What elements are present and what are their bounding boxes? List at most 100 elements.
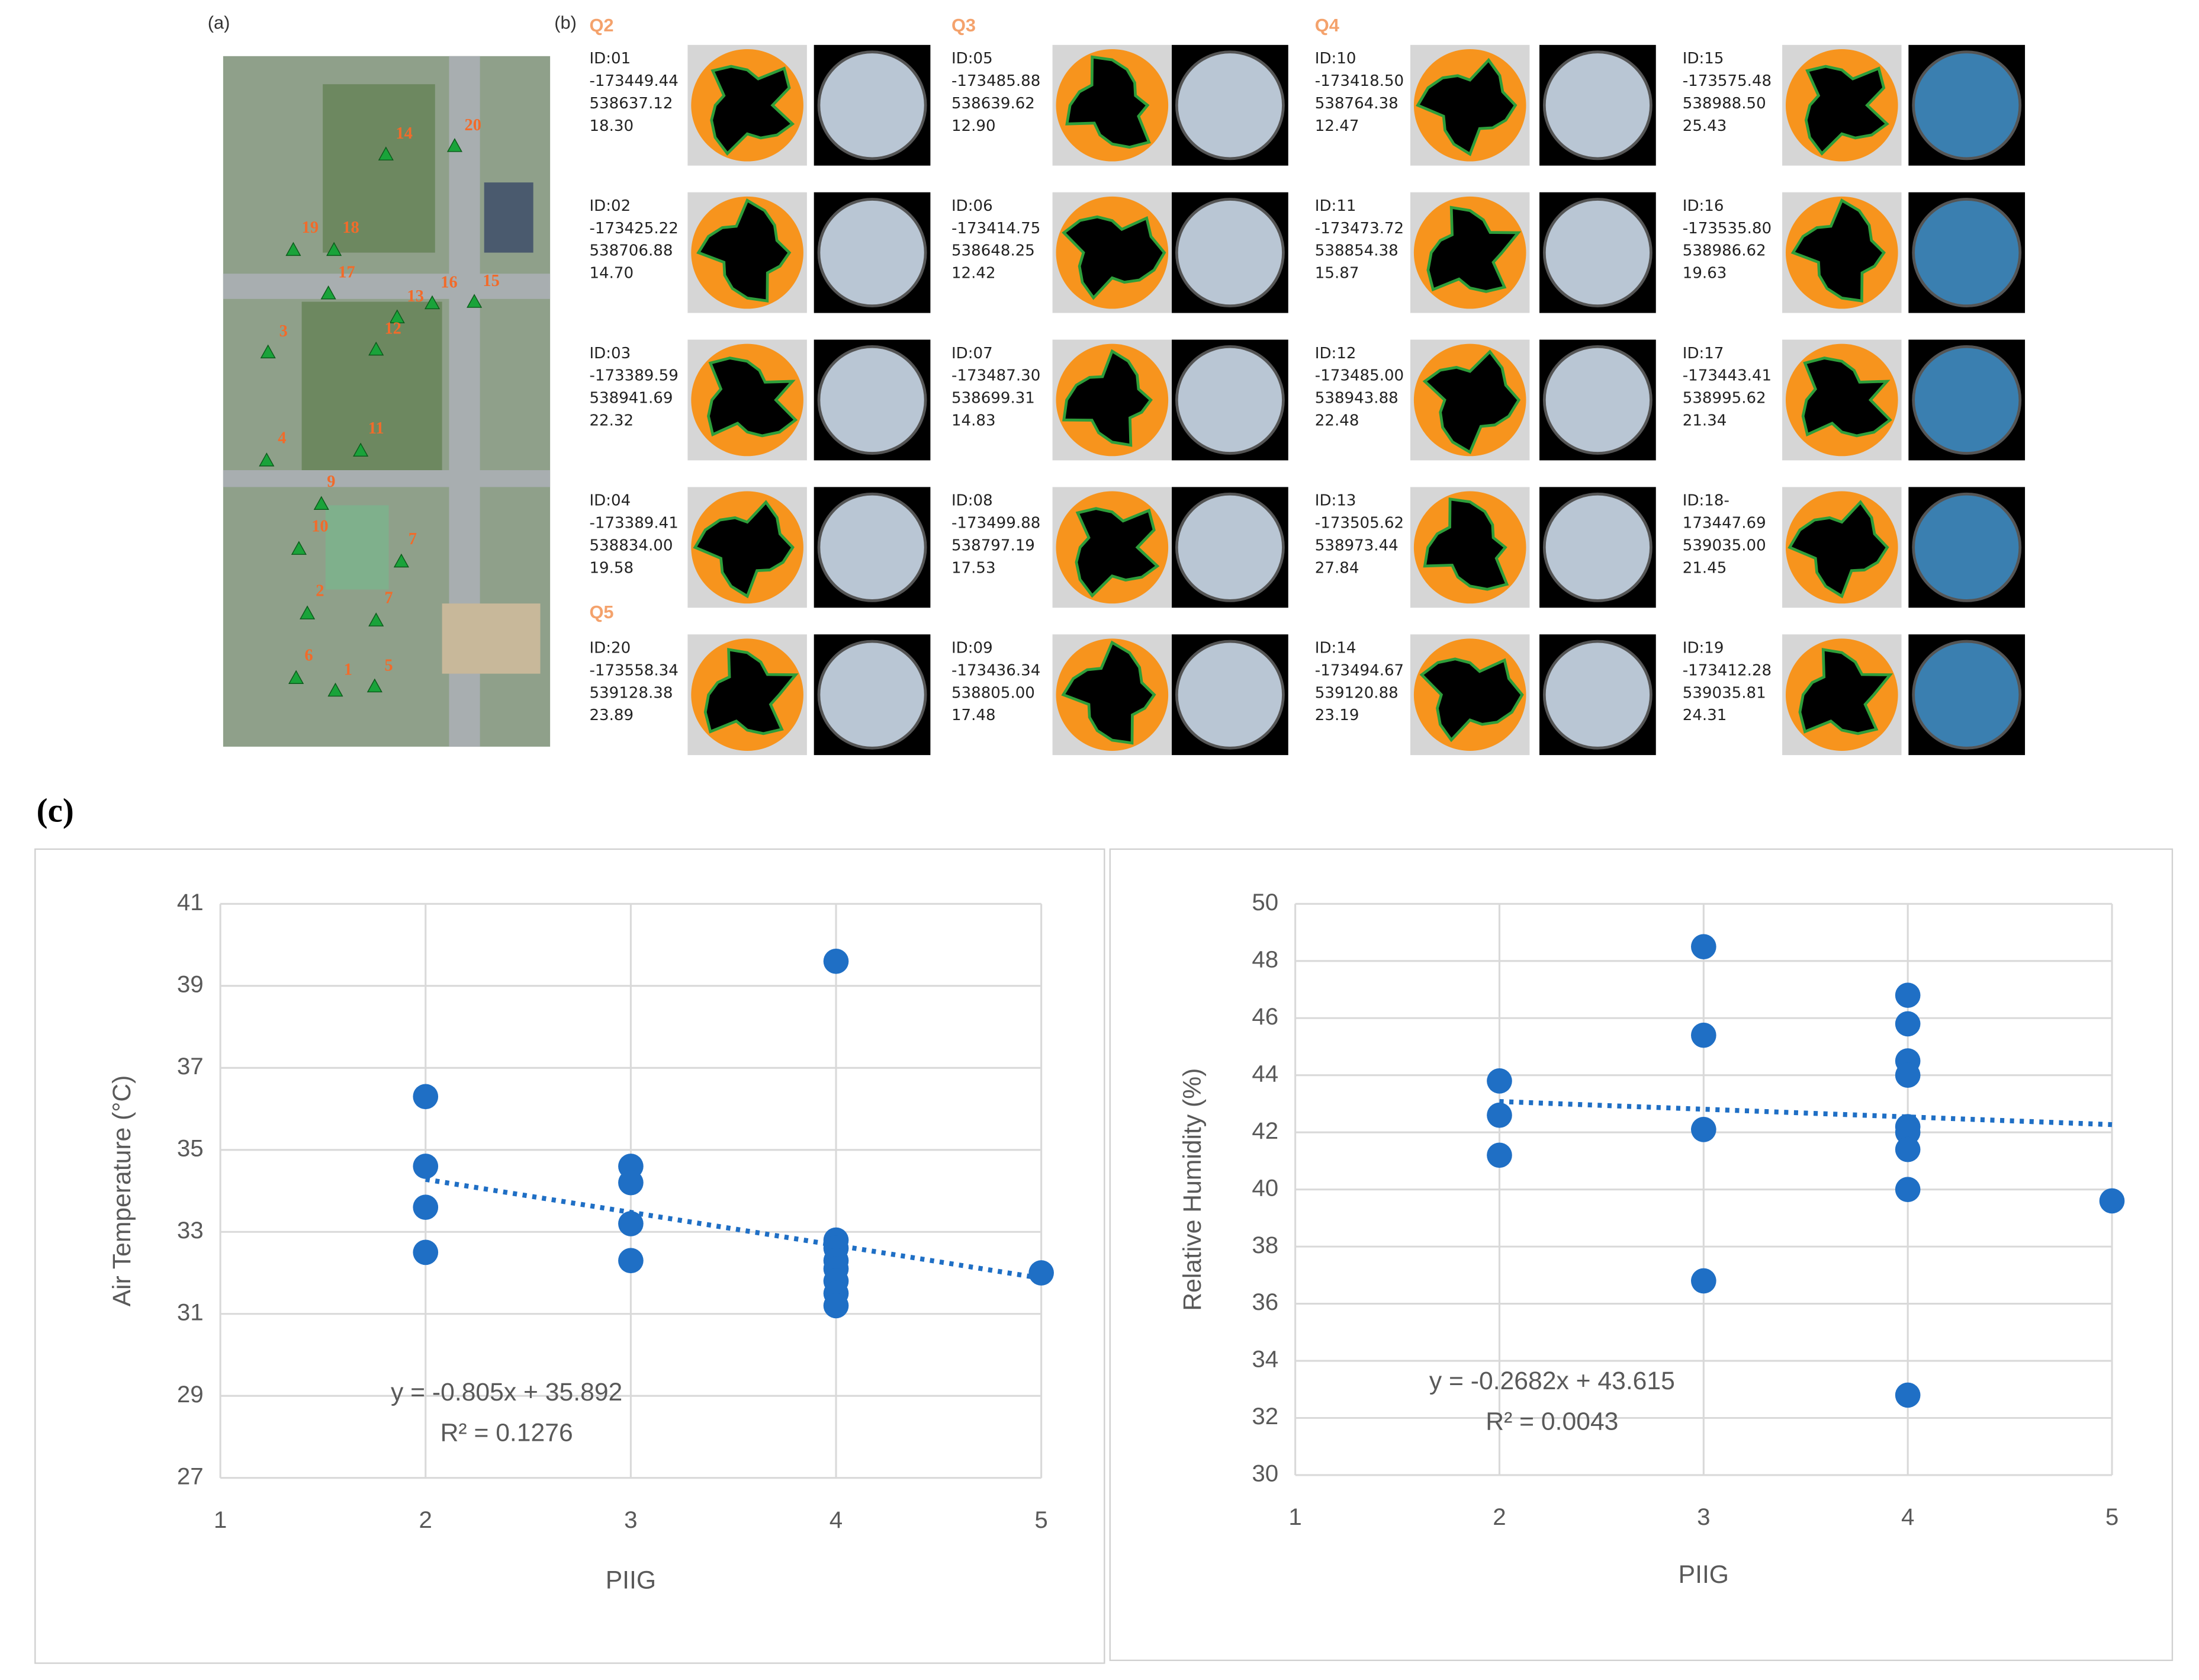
chart-frame xyxy=(34,848,1105,1664)
point xyxy=(1895,1011,1921,1037)
fisheye-sky xyxy=(1175,50,1285,160)
point xyxy=(823,948,849,974)
group-label: Q5 xyxy=(589,602,613,622)
x-tick-label: 5 xyxy=(1034,1506,1047,1533)
building xyxy=(442,603,541,674)
road xyxy=(223,274,551,299)
site-info: -173414.75 xyxy=(951,220,1040,237)
site-label: 6 xyxy=(304,647,313,665)
site-info: 539035.81 xyxy=(1683,684,1766,702)
site-info: -173449.44 xyxy=(589,72,678,90)
site-marker xyxy=(368,341,384,356)
site-info: ID:17 xyxy=(1683,345,1724,362)
obstruction xyxy=(707,356,798,438)
site-marker xyxy=(326,242,342,256)
point xyxy=(1895,1177,1921,1202)
site-label: 13 xyxy=(407,287,423,306)
point xyxy=(413,1084,439,1110)
fisheye-sky xyxy=(1542,492,1653,602)
site-label: 11 xyxy=(368,419,384,438)
site-info: 12.47 xyxy=(1315,117,1359,135)
site-info: 538834.00 xyxy=(589,537,673,554)
chart-frame xyxy=(1109,848,2174,1662)
site-label: 18 xyxy=(342,219,359,237)
site-info: 19.63 xyxy=(1683,265,1727,282)
site-info: ID:13 xyxy=(1315,492,1356,510)
site-info: 17.48 xyxy=(951,706,996,724)
site-info: -173575.48 xyxy=(1683,72,1772,90)
site-label: 16 xyxy=(441,273,457,291)
site-info: -173487.30 xyxy=(951,367,1040,385)
x-tick-label: 1 xyxy=(1288,1504,1301,1530)
point xyxy=(618,1248,644,1274)
y-tick-label: 37 xyxy=(177,1053,204,1080)
site-marker xyxy=(467,294,483,308)
site-info: 538943.88 xyxy=(1315,390,1399,407)
obstruction xyxy=(1788,500,1889,599)
site-info: -173494.67 xyxy=(1315,661,1404,679)
site-marker xyxy=(366,678,382,693)
site-info: 538986.62 xyxy=(1683,242,1766,260)
site-info: 173447.69 xyxy=(1683,515,1766,532)
point xyxy=(1895,1062,1921,1088)
site-label: 12 xyxy=(384,320,401,338)
site-label: 9 xyxy=(327,473,335,491)
site-marker xyxy=(291,541,307,555)
point xyxy=(1690,1022,1716,1048)
site-label: 10 xyxy=(311,518,328,536)
site-marker xyxy=(288,670,304,684)
fisheye-sky xyxy=(817,198,927,308)
x-tick-label: 3 xyxy=(624,1506,637,1533)
obstruction xyxy=(1075,507,1160,598)
site-info: 538797.19 xyxy=(951,537,1035,554)
obstruction xyxy=(1804,65,1889,156)
x-tick-label: 4 xyxy=(830,1506,843,1533)
x-axis-label: PIIG xyxy=(1679,1560,1729,1589)
site-info: ID:09 xyxy=(951,639,993,657)
site-info: 25.43 xyxy=(1683,117,1727,135)
obstruction xyxy=(1416,57,1518,156)
building xyxy=(484,182,533,253)
obstruction xyxy=(1062,349,1153,447)
site-info: 17.53 xyxy=(951,559,996,577)
site-info: 538764.38 xyxy=(1315,95,1399,113)
site-info: ID:11 xyxy=(1315,197,1356,215)
site-info: -173425.22 xyxy=(589,220,678,237)
site-info: 538805.00 xyxy=(951,684,1035,702)
site-info: 14.83 xyxy=(951,412,996,430)
obstruction xyxy=(1790,198,1886,303)
point xyxy=(1895,982,1921,1008)
site-info: ID:08 xyxy=(951,492,993,510)
site-info: 538648.25 xyxy=(951,242,1035,260)
obstruction xyxy=(1798,648,1893,735)
site-info: ID:07 xyxy=(951,345,993,362)
y-tick-label: 42 xyxy=(1252,1117,1278,1144)
trend-equation: y = -0.2682x + 43.615 xyxy=(1429,1367,1675,1395)
site-info: 538699.31 xyxy=(951,390,1035,407)
site-label: 7 xyxy=(409,530,417,548)
building xyxy=(325,505,389,590)
site-info: -173389.59 xyxy=(589,367,678,385)
site-info: ID:05 xyxy=(951,50,993,68)
y-tick-label: 29 xyxy=(177,1381,204,1408)
x-tick-label: 2 xyxy=(419,1506,432,1533)
site-info: -173505.62 xyxy=(1315,515,1404,532)
panel-label: (b) xyxy=(554,12,577,33)
site-info: ID:03 xyxy=(589,345,631,362)
point xyxy=(618,1211,644,1236)
point xyxy=(1028,1260,1054,1286)
point xyxy=(413,1194,439,1220)
y-tick-label: 34 xyxy=(1252,1346,1278,1373)
site-info: 12.42 xyxy=(951,265,996,282)
x-tick-label: 4 xyxy=(1901,1504,1914,1530)
site-marker xyxy=(285,242,301,256)
site-marker xyxy=(327,682,343,697)
point xyxy=(618,1170,644,1196)
y-tick-label: 40 xyxy=(1252,1174,1278,1201)
site-label: 4 xyxy=(278,429,286,447)
obstruction xyxy=(1426,205,1522,293)
site-label: 19 xyxy=(302,219,319,237)
site-info: 538988.50 xyxy=(1683,95,1766,113)
